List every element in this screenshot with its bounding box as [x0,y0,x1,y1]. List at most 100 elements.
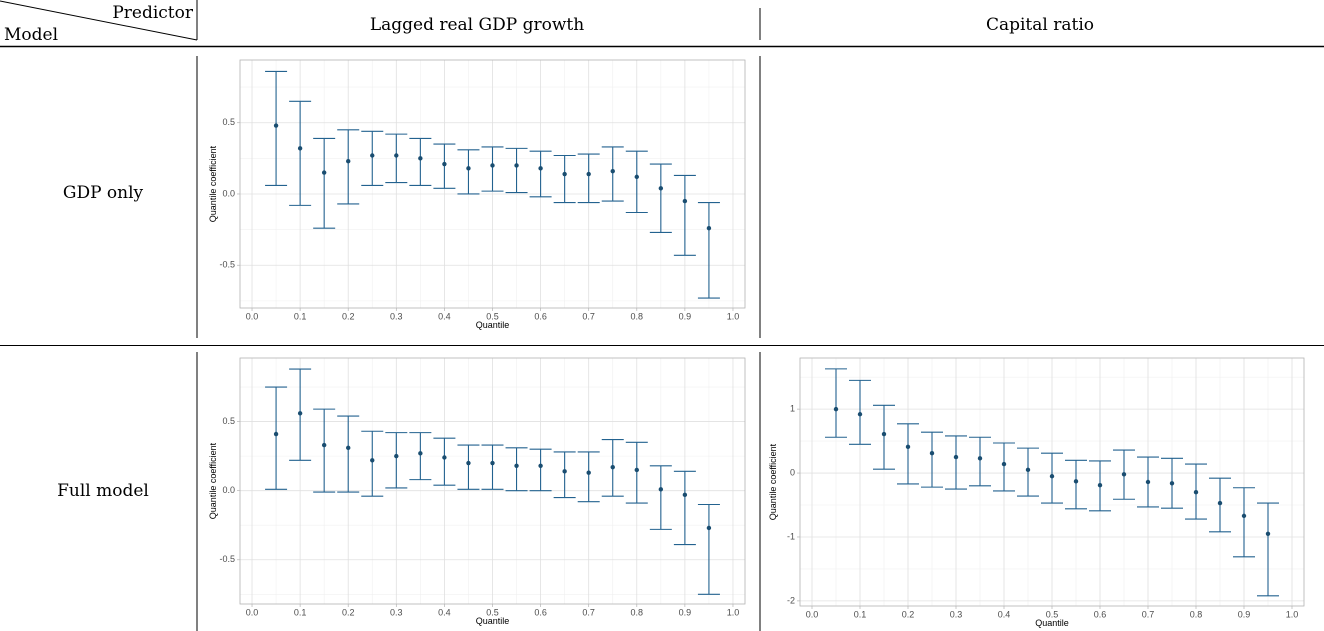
point [370,153,375,158]
x-tick-label: 0.7 [582,607,595,617]
point [706,525,712,531]
corner-row: Model [4,25,58,45]
point [953,454,959,460]
point [977,456,983,461]
point [321,170,327,175]
point [442,455,447,460]
point [346,445,351,451]
column-header: Lagged real GDP growth [370,15,584,35]
x-axis-label: Quantile [476,616,510,626]
point [321,442,327,448]
x-tick-label: 0.4 [438,311,451,321]
x-tick-label: 0.6 [1094,609,1107,619]
corner-diagonal [0,0,198,41]
point [1193,490,1199,495]
row-label: Full model [57,481,149,501]
x-axis-label: Quantile [1035,618,1069,628]
x-tick-label: 0.8 [1190,609,1203,619]
point [1217,500,1223,506]
corner-column: Predictor [112,3,194,23]
point [586,171,591,177]
y-axis-label: Quantile coefficient [768,443,778,520]
point [562,171,567,177]
point [586,470,591,475]
point [562,469,567,474]
x-tick-label: 0.0 [246,607,259,617]
x-tick-label: 0.3 [950,609,963,619]
x-tick-label: 0.5 [486,311,499,321]
point [1241,513,1247,519]
x-tick-label: 0.9 [1238,609,1251,619]
y-tick-label: -2 [787,595,795,605]
point [297,411,303,416]
point [442,161,447,167]
point [514,463,519,468]
column-header: Capital ratio [986,15,1094,35]
point [857,412,863,417]
point [394,153,399,158]
point [538,166,543,171]
x-tick-label: 0.1 [294,607,307,617]
point [1169,481,1175,486]
x-tick-label: 0.7 [582,311,595,321]
point [1049,474,1055,479]
point [370,458,375,463]
point [394,453,399,459]
point [1073,479,1079,484]
x-tick-label: 1.0 [727,311,740,321]
x-axis-label: Quantile [476,320,510,330]
x-tick-label: 0.3 [390,311,403,321]
plot-border [239,357,746,605]
y-axis-label: Quantile coefficient [208,145,218,222]
y-tick-label: -0.5 [219,554,235,564]
y-tick-label: 0.0 [222,188,235,198]
point [538,463,543,468]
point [466,166,471,171]
x-tick-label: 1.0 [1286,609,1299,619]
plot-border [239,59,746,309]
point [929,451,935,456]
x-tick-label: 0.2 [902,609,915,619]
x-tick-label: 1.0 [727,607,740,617]
y-tick-label: -0.5 [219,260,235,270]
x-tick-label: 0.1 [294,311,307,321]
y-tick-label: 0.0 [222,485,235,495]
point [658,487,664,492]
y-tick-label: 1 [790,404,795,414]
x-tick-label: 0.3 [390,607,403,617]
x-tick-label: 0.4 [998,609,1011,619]
x-tick-label: 0.0 [806,609,819,619]
point [634,174,639,180]
point [346,158,351,164]
point [273,431,279,437]
point [1121,472,1127,477]
point [905,444,911,450]
x-tick-label: 0.5 [1046,609,1059,619]
y-tick-label: 0.5 [222,416,235,426]
point [273,123,279,128]
point [466,460,471,466]
x-tick-label: 0.9 [679,607,692,617]
plot-border [799,357,1305,607]
point [706,225,712,231]
point [634,467,639,473]
point [610,464,615,470]
y-tick-label: 0.5 [222,117,235,127]
point [1001,461,1007,467]
point [1025,467,1031,473]
point [610,168,615,174]
x-tick-label: 0.2 [342,311,355,321]
x-tick-label: 0.0 [246,311,259,321]
point [490,163,495,168]
y-axis-label: Quantile coefficient [208,442,218,519]
point [418,156,423,161]
x-tick-label: 0.5 [486,607,499,617]
y-tick-label: 0 [790,467,795,477]
x-tick-label: 0.9 [679,311,692,321]
point [682,492,688,498]
x-tick-label: 0.8 [631,607,644,617]
row-label: GDP only [63,183,144,203]
y-tick-label: -1 [787,531,795,541]
point [1097,482,1103,488]
